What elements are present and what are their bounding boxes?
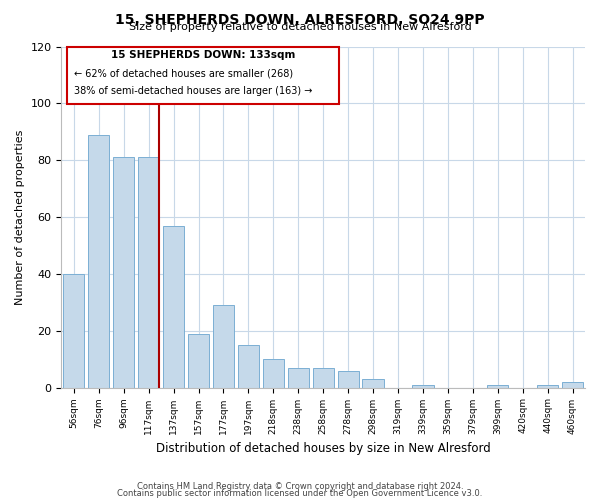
Text: Size of property relative to detached houses in New Alresford: Size of property relative to detached ho…	[128, 22, 472, 32]
Text: 38% of semi-detached houses are larger (163) →: 38% of semi-detached houses are larger (…	[74, 86, 313, 96]
Bar	[188, 334, 209, 388]
X-axis label: Distribution of detached houses by size in New Alresford: Distribution of detached houses by size …	[156, 442, 491, 455]
Bar	[163, 226, 184, 388]
Bar	[362, 379, 383, 388]
Bar	[113, 158, 134, 388]
Bar	[63, 274, 85, 388]
Bar	[487, 384, 508, 388]
Text: 15, SHEPHERDS DOWN, ALRESFORD, SO24 9PP: 15, SHEPHERDS DOWN, ALRESFORD, SO24 9PP	[115, 12, 485, 26]
Bar	[537, 384, 558, 388]
Bar	[338, 370, 359, 388]
Bar	[287, 368, 309, 388]
Bar	[238, 345, 259, 388]
Bar	[263, 359, 284, 388]
Bar	[138, 158, 159, 388]
Y-axis label: Number of detached properties: Number of detached properties	[15, 130, 25, 304]
Bar	[412, 384, 434, 388]
Text: 15 SHEPHERDS DOWN: 133sqm: 15 SHEPHERDS DOWN: 133sqm	[110, 50, 295, 60]
Bar	[562, 382, 583, 388]
Bar	[313, 368, 334, 388]
Text: Contains HM Land Registry data © Crown copyright and database right 2024.: Contains HM Land Registry data © Crown c…	[137, 482, 463, 491]
FancyBboxPatch shape	[67, 46, 339, 104]
Bar	[213, 305, 234, 388]
Text: Contains public sector information licensed under the Open Government Licence v3: Contains public sector information licen…	[118, 490, 482, 498]
Bar	[88, 134, 109, 388]
Text: ← 62% of detached houses are smaller (268): ← 62% of detached houses are smaller (26…	[74, 68, 293, 78]
